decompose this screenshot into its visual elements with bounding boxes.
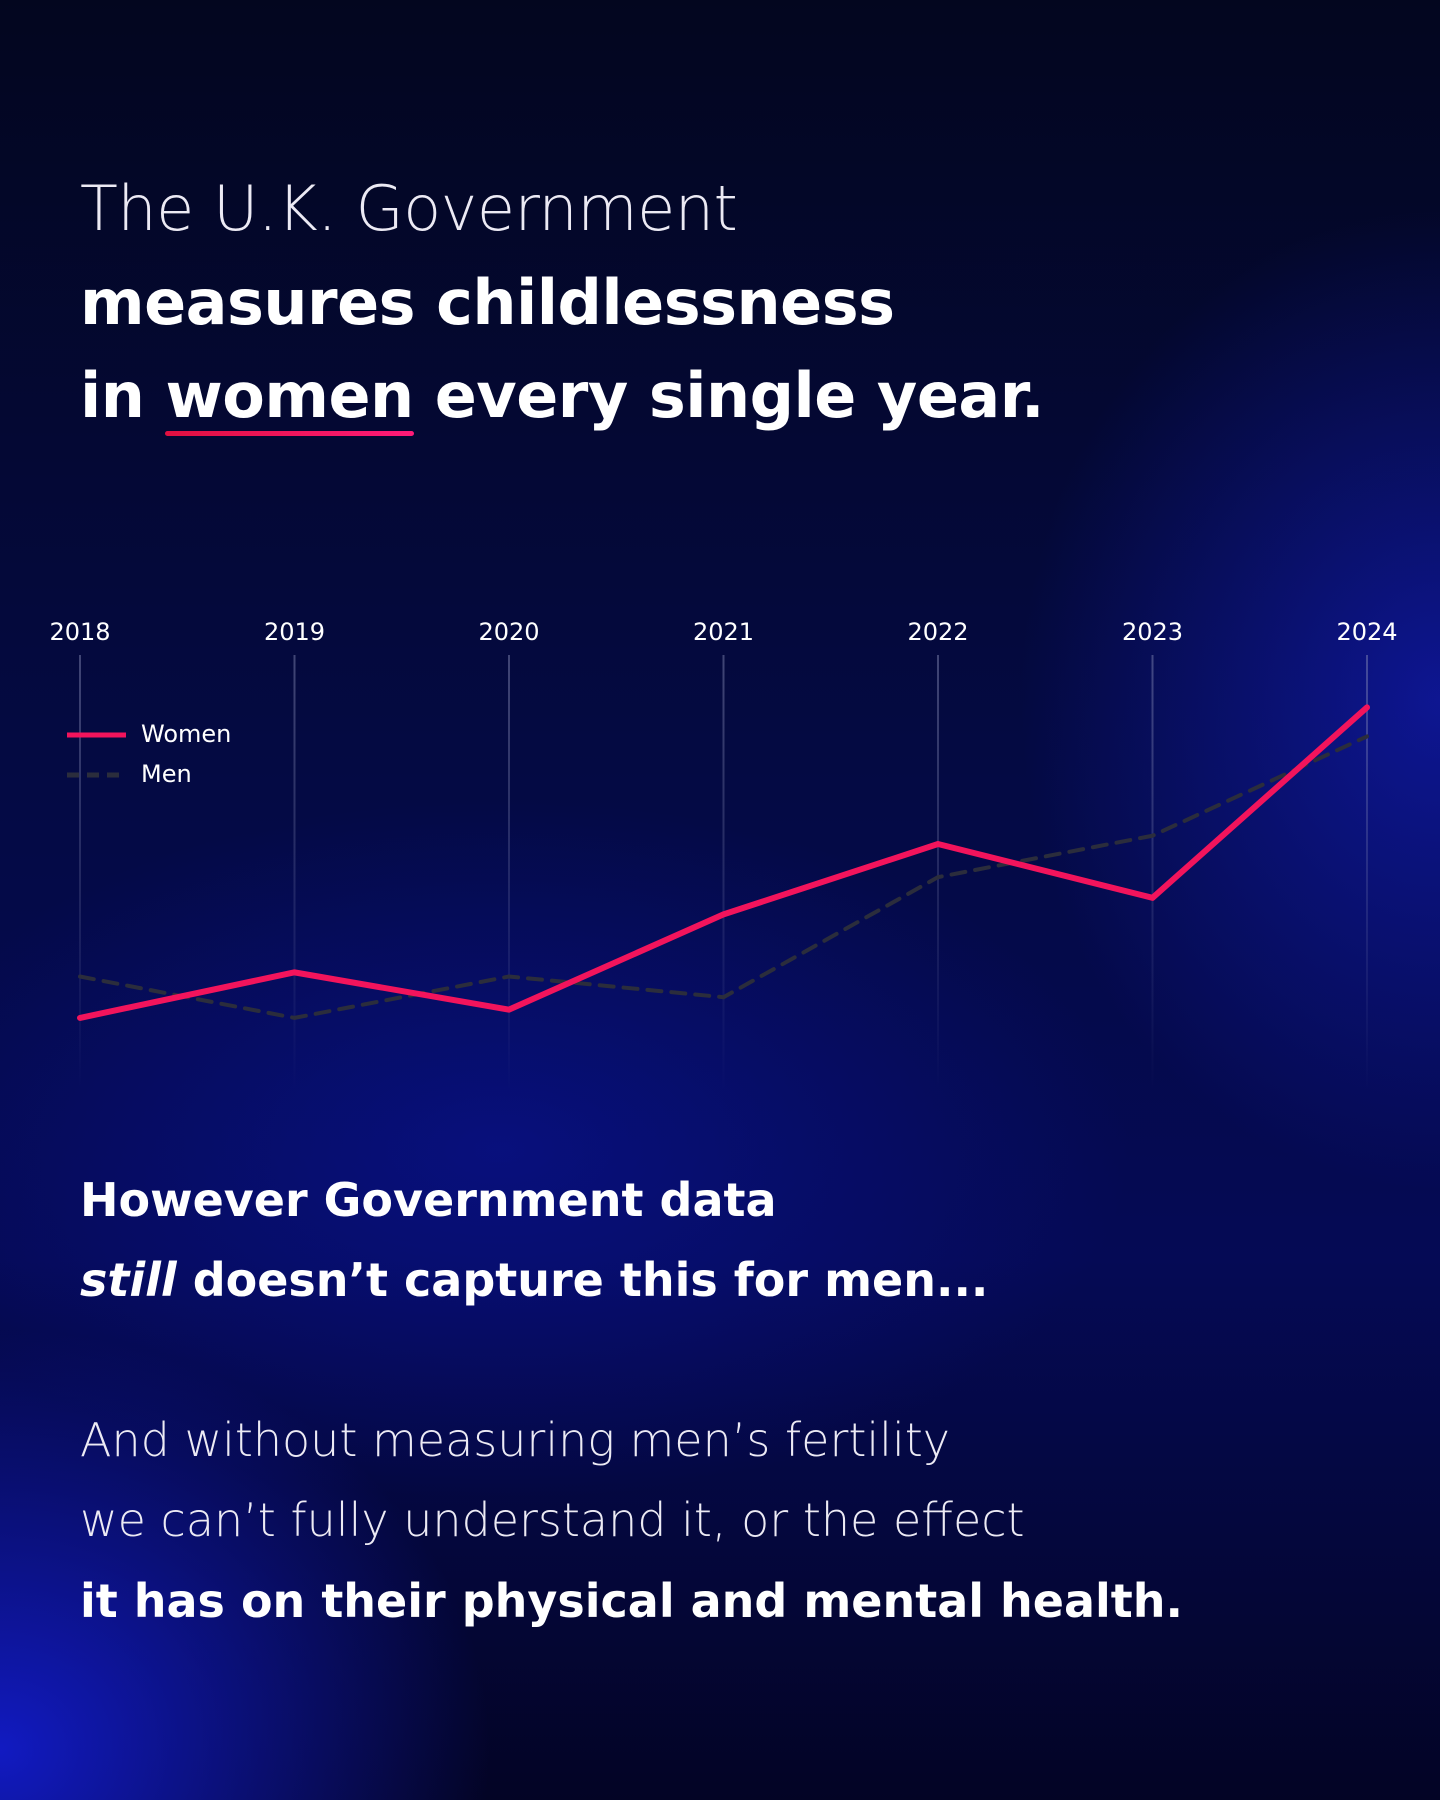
headline-line: The U.K. Government [80,172,738,245]
headline-emphasis: women [165,359,414,436]
body-line: it has on their physical and mental heal… [80,1574,1184,1628]
headline-text: every single year. [434,359,1045,432]
body-line: However Government data [80,1173,777,1227]
body-line: still doesn’t capture this for men... [80,1253,988,1307]
x-tick-label: 2023 [1122,618,1183,646]
grid-line [79,655,81,1090]
body-line: we can’t fully understand it, or the eff… [80,1493,1025,1547]
grid-line [937,655,939,1090]
headline-text: in [80,359,145,432]
x-tick-label: 2019 [264,618,325,646]
grid-line [508,655,510,1090]
x-tick-label: 2018 [49,618,110,646]
x-tick-label: 2024 [1336,618,1397,646]
grid-line [1366,655,1368,1090]
legend-label: Men [141,760,192,788]
grid-line [293,655,296,1090]
series-line [78,734,1369,1020]
grid-line [722,655,725,1090]
body-emphasis: still [80,1253,177,1307]
legend-label: Women [141,720,231,748]
grid-line [1151,655,1154,1090]
x-tick-label: 2020 [478,618,539,646]
body-line: And without measuring men’s fertility [80,1413,951,1467]
x-tick-label: 2022 [907,618,968,646]
x-tick-label: 2021 [693,618,754,646]
series-line [77,704,1370,1021]
body-text: doesn’t capture this for men... [192,1253,989,1307]
headline-line: measures childlessness [80,266,895,339]
headline-line: in women every single year. [80,359,1045,436]
